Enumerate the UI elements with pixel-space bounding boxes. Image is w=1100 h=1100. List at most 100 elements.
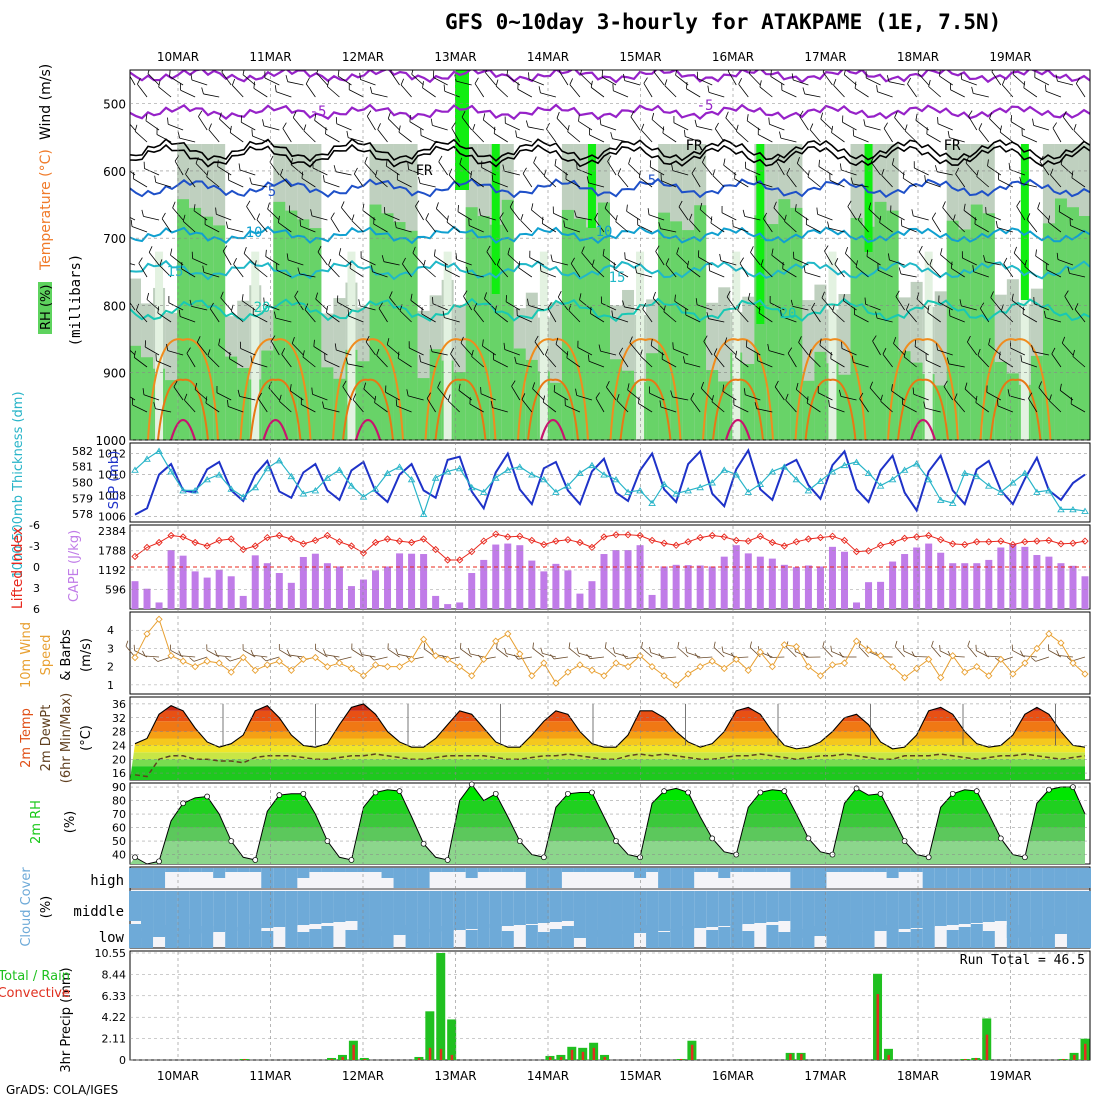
barb-feather — [437, 381, 441, 388]
barb-staff — [733, 226, 749, 233]
barb-staff — [371, 93, 388, 98]
wind-barb — [410, 293, 424, 311]
wind-barb — [484, 292, 497, 311]
wind-barb — [314, 113, 328, 131]
middle-cloud-cell — [489, 891, 502, 927]
wind-barb — [437, 381, 448, 401]
wind-barb — [228, 173, 244, 188]
low-cloud-cell — [201, 926, 214, 948]
wind10m-barb — [839, 651, 857, 658]
barb-feather — [457, 205, 459, 212]
barb-feather — [702, 156, 706, 163]
barb-feather — [300, 397, 302, 405]
barb-staff — [191, 306, 208, 311]
barb-staff — [265, 656, 280, 662]
li-point — [612, 531, 620, 539]
wind-barb — [653, 70, 665, 86]
wind-barb — [905, 303, 917, 323]
isotherm-10 — [130, 225, 1090, 245]
barb-staff — [336, 123, 352, 131]
wind10m-barb — [911, 651, 929, 658]
middle-cloud-cell — [405, 891, 418, 934]
barb-feather — [618, 347, 624, 354]
barb-feather — [315, 643, 317, 650]
wind-barb — [691, 167, 701, 188]
barb-staff — [962, 257, 977, 266]
middle-cloud-cell — [718, 891, 731, 926]
wind-barb — [180, 83, 196, 98]
thickness-point — [648, 499, 656, 506]
barb-feather — [225, 221, 229, 229]
wind-barb — [590, 306, 605, 323]
barb-staff — [528, 126, 544, 131]
wind-barb — [1024, 259, 1038, 278]
wind-barb — [290, 158, 304, 176]
barb-staff — [949, 137, 965, 143]
wind-barb — [888, 253, 905, 266]
thickness-point — [864, 469, 873, 476]
li-point — [287, 535, 295, 543]
barb-feather — [811, 302, 816, 309]
barb-feather — [337, 70, 340, 77]
wind-speed-point — [239, 653, 247, 662]
barb-feather — [133, 350, 136, 358]
barb-feather — [655, 245, 660, 252]
low-cloud-cell — [405, 925, 418, 948]
rh-saturated-column — [864, 144, 873, 252]
rh-band-moist — [958, 229, 971, 440]
barb-feather — [839, 651, 843, 658]
barb-feather — [757, 127, 759, 135]
wind-speed-point — [335, 659, 344, 667]
barb-feather — [650, 338, 653, 346]
wind-speed-point — [431, 652, 440, 660]
barb-feather — [601, 70, 603, 78]
wind-barb — [938, 295, 953, 311]
barb-staff — [480, 214, 496, 221]
wind-barb — [155, 354, 172, 368]
thickness-point — [804, 487, 813, 494]
barb-staff — [1061, 342, 1074, 356]
temp-band — [130, 752, 1085, 760]
barb-feather — [700, 381, 705, 389]
wind-barb — [737, 303, 749, 323]
barb-staff — [448, 174, 460, 188]
barb-feather — [773, 201, 777, 209]
precip-tick: 0 — [119, 1054, 126, 1067]
barb-staff — [246, 206, 256, 221]
wind-barb — [736, 124, 749, 143]
cape-bar — [636, 545, 644, 609]
barb-feather — [556, 111, 560, 119]
wind10m-barb — [278, 643, 292, 658]
barb-feather — [482, 113, 486, 121]
barb-feather — [289, 384, 292, 391]
wind-barb — [141, 209, 160, 221]
wind-barb — [756, 354, 773, 368]
wind-barb — [1058, 205, 1074, 221]
barb-feather — [1060, 157, 1064, 165]
isotherm-30-dome — [342, 378, 394, 440]
wind-barb — [946, 357, 965, 368]
wind-barb — [902, 171, 917, 188]
wind-barb — [170, 248, 184, 266]
middle-cloud-cell — [297, 891, 310, 925]
high-cloud-cell — [718, 868, 731, 878]
wind-speed-point — [444, 655, 452, 664]
wind-barb — [491, 174, 508, 188]
barb-staff — [828, 227, 845, 233]
high-cloud-cell — [597, 868, 610, 872]
barb-feather — [664, 79, 668, 86]
wind-barb — [474, 77, 485, 98]
cape-bar — [708, 566, 716, 609]
barb-staff — [570, 263, 581, 278]
wind-barb — [137, 78, 148, 98]
thickness-point — [732, 471, 741, 478]
barb-staff — [533, 162, 545, 176]
barb-feather — [161, 212, 166, 219]
barb-staff — [256, 219, 268, 233]
barb-feather — [262, 119, 265, 126]
barb-staff — [270, 340, 280, 356]
wind-speed-point — [925, 655, 933, 664]
barb-staff — [374, 402, 388, 413]
barb-staff — [557, 296, 569, 311]
low-cloud-cell — [525, 925, 538, 948]
